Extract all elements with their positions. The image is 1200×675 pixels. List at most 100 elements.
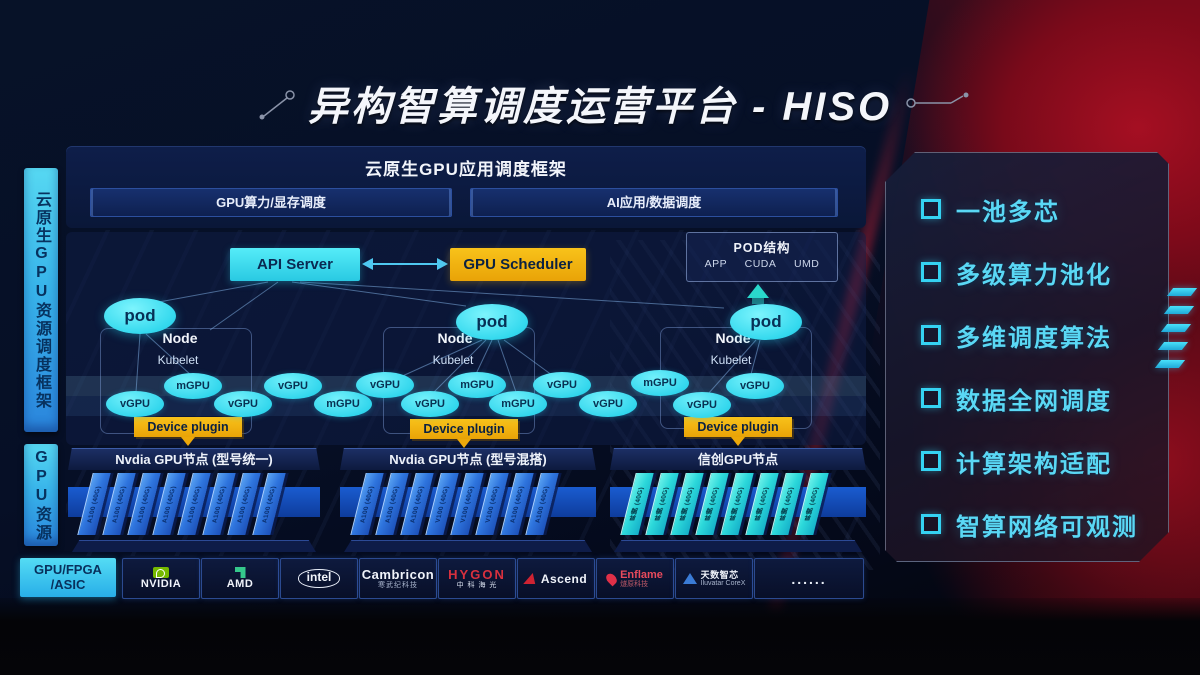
vendor-tile-cambricon: Cambricon 寒武纪科技 <box>359 558 437 599</box>
rail-label: GPU资源 <box>33 448 50 542</box>
square-bullet-icon <box>921 514 941 534</box>
feature-label: 数据全网调度 <box>956 387 1112 415</box>
vendor-name: Enflame <box>620 568 663 581</box>
gpu-ellipse: vGPU <box>214 391 272 417</box>
feature-label: 多维调度算法 <box>956 324 1112 352</box>
gpu-group-header-3: 信创GPU节点 <box>610 448 866 470</box>
vendor-sub: 中 科 海 光 <box>456 582 498 589</box>
feature-item: 多级算力池化 <box>921 255 1156 289</box>
vendor-tile-more: ...... <box>754 558 864 599</box>
kubelet-label-3: Kubelet <box>710 353 752 367</box>
feature-item: 数据全网调度 <box>921 381 1156 415</box>
vendor-name: Cambricon <box>361 567 435 582</box>
gpu-ellipse: mGPU <box>631 370 689 396</box>
pod-struct-item-app: APP <box>704 258 728 270</box>
vendor-tile-amd: AMD <box>201 558 279 599</box>
chip-line1: GPU/FPGA <box>34 562 102 578</box>
vendor-sub: Iluvatar CoreX <box>700 579 746 587</box>
api-server-box: API Server <box>230 248 360 281</box>
gpu-group-header-1: Nvdia GPU节点 (型号统一) <box>68 448 320 470</box>
vendor-tile-intel: intel <box>280 558 358 599</box>
gpu-ellipse: mGPU <box>164 373 222 399</box>
vendor-tile-ascend: Ascend <box>517 558 595 599</box>
more-vendors-dots: ...... <box>791 570 827 587</box>
pod-ellipse-1: pod <box>104 298 176 334</box>
pod-struct-item-cuda: CUDA <box>744 258 777 270</box>
vendor-tile-iluvatar: 天数智芯 Iluvatar CoreX <box>675 558 753 599</box>
vendor-name: AMD <box>226 578 254 590</box>
pod-struct-box: POD结构 APP CUDA UMD <box>686 232 838 282</box>
pod-ellipse-2: pod <box>456 304 528 340</box>
gpu-ellipse: vGPU <box>673 392 731 418</box>
features-panel <box>885 152 1169 562</box>
square-bullet-icon <box>921 451 941 471</box>
gpu-ellipse: vGPU <box>264 373 322 399</box>
amd-logo-icon <box>234 567 246 578</box>
square-bullet-icon <box>921 325 941 345</box>
gpu-ellipse: vGPU <box>106 391 164 417</box>
feature-label: 一池多芯 <box>956 198 1060 226</box>
feature-label: 计算架构适配 <box>956 450 1112 478</box>
vendor-tile-nvidia: NVIDIA <box>122 558 200 599</box>
gpu-scheduler-box: GPU Scheduler <box>450 248 586 281</box>
background-bottom-black <box>0 598 1200 675</box>
gpu-ellipse: vGPU <box>533 372 591 398</box>
framework-panel: 云原生GPU应用调度框架 GPU算力/显存调度 AI应用/数据调度 <box>66 146 866 228</box>
vendor-sub: 寒武纪科技 <box>378 582 418 589</box>
node-label-2: Node <box>437 330 473 346</box>
square-bullet-icon <box>921 388 941 408</box>
square-bullet-icon <box>921 199 941 219</box>
vendor-sub: 燧原科技 <box>620 580 649 588</box>
feature-item: 计算架构适配 <box>921 444 1156 478</box>
features-list: 一池多芯 多级算力池化 多维调度算法 数据全网调度 计算架构适配 智算网络可观测 <box>921 192 1156 541</box>
pod-ellipse-3: pod <box>730 304 802 340</box>
device-plugin-1: Device plugin <box>134 417 242 437</box>
feature-item: 一池多芯 <box>921 192 1156 226</box>
vendor-name: 天数智芯 <box>700 569 739 580</box>
gpu-ellipse: vGPU <box>579 391 637 417</box>
gpu-group-base-3 <box>614 540 862 552</box>
rail-gpu-resource: GPU资源 <box>24 444 58 546</box>
vendor-name: HYGON <box>448 567 506 582</box>
framework-title: 云原生GPU应用调度框架 <box>365 160 567 179</box>
kubelet-label-2: Kubelet <box>432 353 474 367</box>
pod-struct-items: APP CUDA UMD <box>687 258 837 270</box>
feature-item: 多维调度算法 <box>921 318 1156 352</box>
pod-struct-title: POD结构 <box>733 241 791 255</box>
ascend-logo-icon <box>523 573 539 584</box>
gpu-ellipse: vGPU <box>356 372 414 398</box>
bar-gpu-compute-scheduling: GPU算力/显存调度 <box>90 188 452 217</box>
feature-label: 智算网络可观测 <box>956 513 1138 541</box>
rail-label: 云原生GPU资源调度框架 <box>33 190 50 410</box>
page-title: 异构智算调度运营平台 - HISO <box>307 85 893 129</box>
vendor-name: NVIDIA <box>140 578 182 590</box>
feature-label: 多级算力池化 <box>956 261 1112 289</box>
device-plugin-3: Device plugin <box>684 417 792 437</box>
gpu-ellipse: mGPU <box>314 391 372 417</box>
vendor-tile-enflame: Enflame 燧原科技 <box>596 558 674 599</box>
gpu-ellipse: vGPU <box>726 373 784 399</box>
chip-line2: /ASIC <box>50 576 86 592</box>
vendor-name: Ascend <box>540 571 588 586</box>
gpu-fpga-asic-chip: GPU/FPGA /ASIC <box>20 558 116 597</box>
square-bullet-icon <box>921 262 941 282</box>
feature-item: 智算网络可观测 <box>921 507 1156 541</box>
iluvatar-logo-icon <box>682 573 697 584</box>
nvidia-logo-icon <box>153 567 169 578</box>
gpu-group-base-2 <box>344 540 592 552</box>
enflame-logo-icon <box>604 571 620 586</box>
node-label-1: Node <box>162 330 198 346</box>
gpu-ellipse: mGPU <box>489 391 547 417</box>
gpu-ellipse: mGPU <box>448 372 506 398</box>
intel-logo-icon: intel <box>297 569 341 588</box>
bar-ai-app-data-scheduling: AI应用/数据调度 <box>470 188 838 217</box>
gpu-group-base-1 <box>72 540 316 552</box>
rail-cloud-native-gpu-framework: 云原生GPU资源调度框架 <box>24 168 58 432</box>
device-plugin-2: Device plugin <box>410 419 518 439</box>
gpu-ellipse: vGPU <box>401 391 459 417</box>
gpu-group-header-2: Nvdia GPU节点 (型号混搭) <box>340 448 596 470</box>
kubelet-label-1: Kubelet <box>157 353 199 367</box>
vendor-tile-hygon: HYGON 中 科 海 光 <box>438 558 516 599</box>
pod-struct-item-umd: UMD <box>793 258 820 270</box>
